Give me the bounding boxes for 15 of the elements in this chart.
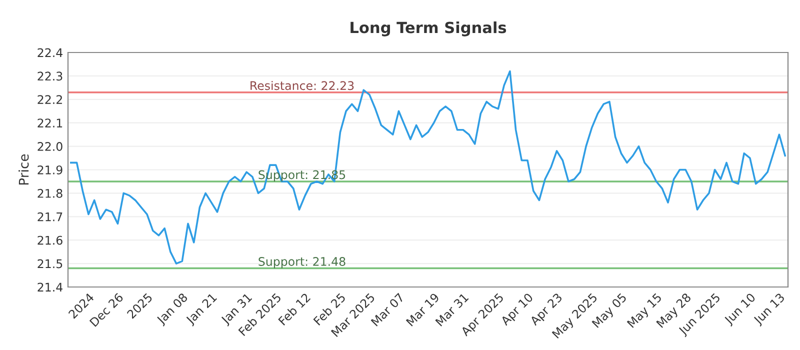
ref-line-label: Support: 21.48 [258, 257, 346, 268]
y-tick-label: 21.7 [38, 212, 62, 222]
y-tick-label: 21.5 [38, 259, 62, 268]
chart-title: Long Term Signals [350, 21, 506, 36]
y-tick-label: 22.0 [38, 142, 62, 151]
y-tick-label: 22.1 [38, 118, 62, 128]
y-tick-label: 22.4 [38, 48, 62, 57]
y-tick-label: 21.9 [38, 165, 62, 174]
y-tick-label: 22.3 [38, 72, 62, 81]
y-tick-label: 21.8 [38, 188, 62, 198]
ref-line-label: Resistance: 22.23 [250, 80, 354, 90]
y-axis-title: Price [18, 154, 29, 185]
y-tick-label: 22.2 [38, 95, 62, 104]
y-tick-label: 21.6 [38, 236, 62, 245]
y-tick-label: 21.4 [38, 282, 62, 292]
